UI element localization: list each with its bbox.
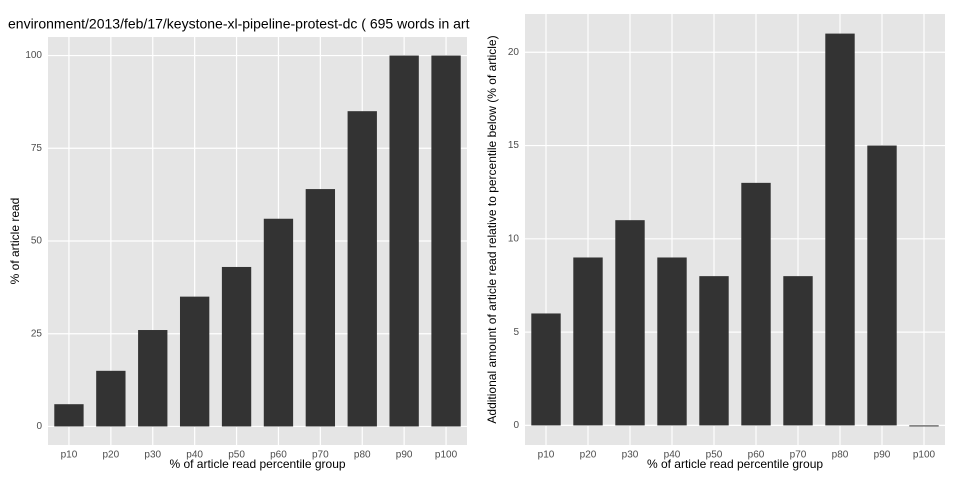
x-tick-label: p10 [61,450,78,461]
bar [825,33,855,426]
bar [221,266,252,427]
x-tick-label: p30 [144,450,161,461]
bar [531,313,561,426]
x-tick-label: p40 [664,450,681,461]
bar [389,55,419,427]
x-tick-label: p20 [103,450,120,461]
bar [305,189,336,427]
bar [431,55,461,427]
y-tick-label: 20 [508,47,520,58]
x-tick-label: p90 [874,450,891,461]
x-tick-label: p90 [396,450,413,461]
bar [741,182,771,426]
y-tick-label: 0 [36,421,42,432]
y-axis-label: % of article read [8,198,22,285]
bar [96,370,126,427]
bar [263,218,294,427]
x-tick-label: p50 [228,450,245,461]
x-tick-label: p100 [435,450,458,461]
x-tick-label: p80 [832,450,849,461]
y-tick-label: 25 [31,328,43,339]
bar [138,330,168,427]
x-tick-label: p40 [186,450,203,461]
x-tick-label: p70 [790,450,807,461]
x-tick-label: p60 [270,450,287,461]
bar [347,111,377,427]
x-tick-label: p50 [706,450,723,461]
bar [179,296,210,427]
chart-title: environment/2013/feb/17/keystone-xl-pipe… [8,16,470,32]
bar [909,425,939,427]
bar [699,276,729,426]
y-tick-label: 100 [25,50,42,61]
x-tick-label: p80 [354,450,371,461]
y-tick-label: 75 [31,143,43,154]
bar [657,257,687,426]
x-tick-label: p20 [580,450,597,461]
bar [573,257,603,426]
x-tick-label: p30 [622,450,639,461]
bar [867,145,897,426]
y-tick-label: 0 [513,420,519,431]
x-tick-label: p10 [538,450,555,461]
y-axis-label: Additional amount of article read relati… [485,35,499,423]
y-tick-label: 50 [31,236,43,247]
x-axis-label: % of article read percentile group [647,457,823,471]
bar [615,220,645,426]
y-tick-label: 5 [513,327,519,338]
y-tick-label: 15 [508,140,520,151]
bar [54,404,84,427]
x-axis-label: % of article read percentile group [169,457,345,471]
x-tick-label: p60 [748,450,765,461]
x-tick-label: p100 [913,450,936,461]
bar [783,276,813,426]
x-tick-label: p70 [312,450,329,461]
y-tick-label: 10 [508,233,520,244]
